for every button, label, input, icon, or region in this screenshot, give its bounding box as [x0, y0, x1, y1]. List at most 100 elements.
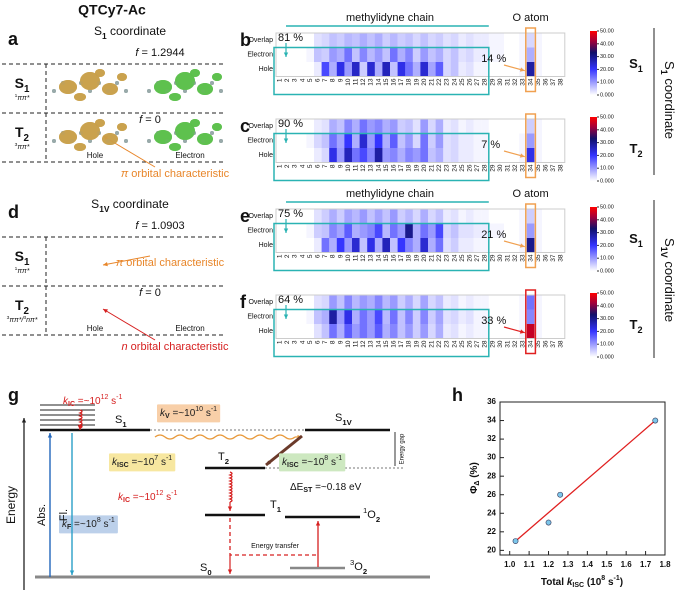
colorbar-tick-label: 50.00: [600, 114, 614, 120]
column-label: 29: [489, 78, 496, 86]
text-part: T: [15, 297, 24, 313]
column-label: 20: [421, 78, 428, 86]
heat-cell: [496, 209, 505, 224]
heat-cell: [382, 119, 391, 134]
heat-cell: [336, 209, 345, 224]
row-label: Hole: [259, 242, 274, 249]
heat-cell: [344, 209, 353, 224]
column-label: 30: [497, 340, 504, 348]
heat-cell: [306, 148, 315, 163]
arrow-head: [283, 52, 289, 57]
text-part: (10: [584, 577, 602, 588]
heat-cell: [496, 148, 505, 163]
heat-cell: [359, 33, 368, 48]
heat-cell: [397, 133, 406, 149]
heatmap-frame: [275, 208, 566, 253]
heat-cell: [443, 209, 451, 224]
heat-cell: [321, 148, 330, 163]
atom: [183, 89, 187, 93]
heat-cell: [321, 62, 330, 77]
column-label: 24: [451, 254, 458, 262]
heat-cell: [428, 133, 436, 149]
level-label: S1: [115, 414, 127, 429]
text-part: 1: [638, 239, 643, 249]
heat-cell: [466, 47, 474, 63]
colorbar-tick-label: 40.00: [600, 41, 614, 47]
heat-cell: [382, 133, 391, 149]
colorbar: [590, 207, 597, 271]
heat-cell: [291, 309, 299, 325]
heat-cell: [428, 324, 436, 339]
heat-cell: [336, 295, 345, 310]
heat-cell: [367, 324, 375, 339]
colorbar-tick-label: 30.00: [600, 140, 614, 146]
heat-cell: [412, 209, 421, 224]
orbital-lobe: [154, 80, 172, 94]
heat-cell: [306, 47, 315, 63]
heat-cell: [321, 324, 330, 339]
heat-cell: [359, 133, 368, 149]
orbital-lobe: [197, 83, 213, 95]
y-tick-label: 30: [487, 453, 496, 462]
rate-box: [157, 404, 221, 423]
row-label: Overlap: [248, 123, 273, 130]
heat-cell: [466, 209, 474, 224]
heat-cell: [504, 119, 512, 134]
column-label: 7: [322, 78, 329, 82]
column-label: 37: [550, 78, 557, 86]
colorbar: [590, 293, 597, 357]
heat-cell: [534, 295, 543, 310]
heat-cell: [435, 33, 444, 48]
heat-cell: [557, 133, 565, 149]
row-label: Hole: [259, 328, 274, 335]
column-label: 21: [429, 164, 436, 172]
heat-cell: [473, 324, 482, 339]
chain-outline: [273, 222, 490, 272]
heat-cell: [496, 309, 505, 325]
heat-cell: [473, 209, 482, 224]
text-part: S: [335, 412, 342, 424]
text-part: T: [270, 499, 277, 511]
heat-cell: [458, 133, 467, 149]
annotation: π orbital characteristic: [121, 168, 230, 180]
rate-label: kISC =~108 s-1: [282, 455, 342, 469]
heat-cell: [291, 33, 299, 48]
hole-label: Hole: [87, 324, 104, 333]
heat-cell: [542, 119, 550, 134]
heat-cell: [314, 119, 322, 134]
column-label: 1: [277, 164, 284, 168]
o-atom-outline: [525, 289, 537, 355]
text-part: coordinate: [662, 75, 677, 139]
column-label: 11: [353, 340, 360, 347]
heat-cell: [283, 119, 292, 134]
overlap-percent: 75 %: [278, 208, 303, 220]
o-percent: 33 %: [481, 315, 506, 327]
data-point: [545, 519, 552, 526]
column-label: 18: [406, 340, 413, 348]
region-label: O atom: [513, 188, 549, 200]
panel-label: f: [240, 292, 247, 312]
column-label: 17: [398, 340, 405, 348]
heat-cell: [283, 324, 292, 339]
heat-cell: [526, 238, 535, 253]
text-part: -1: [109, 517, 115, 524]
text-part: 1V: [99, 204, 110, 214]
heat-cell: [412, 223, 421, 239]
text-part: f: [139, 287, 143, 299]
heat-cell: [291, 62, 299, 77]
row-label: Electron: [247, 314, 273, 321]
column-label: 31: [505, 254, 512, 262]
heat-cell: [344, 148, 353, 163]
rate-label: kV =~1010 s-1: [160, 406, 217, 420]
heat-cell: [298, 62, 307, 77]
heat-cell: [458, 119, 467, 134]
text-part: π: [121, 168, 129, 180]
column-label: 8: [330, 78, 337, 82]
heat-cell: [542, 309, 550, 325]
heat-cell: [458, 47, 467, 63]
column-label: 38: [558, 254, 565, 262]
atom: [183, 139, 187, 143]
column-label: 15: [383, 78, 390, 86]
heat-cell: [336, 223, 345, 239]
